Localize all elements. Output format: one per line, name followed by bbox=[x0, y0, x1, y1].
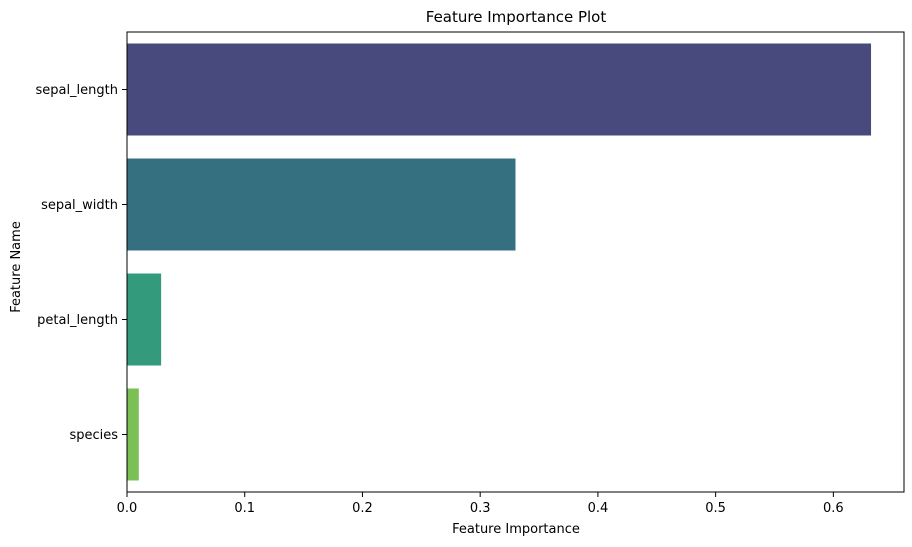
y-tick-label-species: species bbox=[69, 428, 118, 443]
y-axis-ticks: sepal_length sepal_width petal_lengthspeci… bbox=[35, 83, 127, 443]
chart-title: Feature Importance Plot bbox=[426, 8, 607, 26]
x-axis-title: Feature Importance bbox=[452, 522, 580, 537]
x-tick-label-2: 0.2 bbox=[352, 501, 373, 516]
x-tick-label-5: 0.5 bbox=[705, 501, 726, 516]
bars-layer bbox=[127, 43, 872, 481]
bar-sepal-length bbox=[127, 43, 872, 136]
x-tick-label-4: 0.4 bbox=[588, 501, 609, 516]
x-tick-label-1: 0.1 bbox=[234, 501, 255, 516]
plot-frame bbox=[126, 31, 905, 493]
bar-petal-length bbox=[127, 273, 162, 366]
y-tick-label-sepal-width: sepal_width bbox=[41, 198, 118, 213]
x-axis-ticks: 0.0 0.1 0.2 0.3 0.4 0.5 0.6 bbox=[117, 492, 844, 516]
bar-species bbox=[127, 388, 139, 481]
y-axis-title: Feature Name bbox=[9, 221, 24, 313]
bar-sepal-width bbox=[127, 158, 516, 251]
x-tick-label-0: 0.0 bbox=[117, 501, 138, 516]
x-tick-label-3: 0.3 bbox=[470, 501, 491, 516]
y-tick-label-sepal-length: sepal_length bbox=[35, 83, 118, 98]
x-tick-label-6: 0.6 bbox=[823, 501, 844, 516]
y-tick-label-petal-length: petal_length bbox=[37, 313, 118, 328]
